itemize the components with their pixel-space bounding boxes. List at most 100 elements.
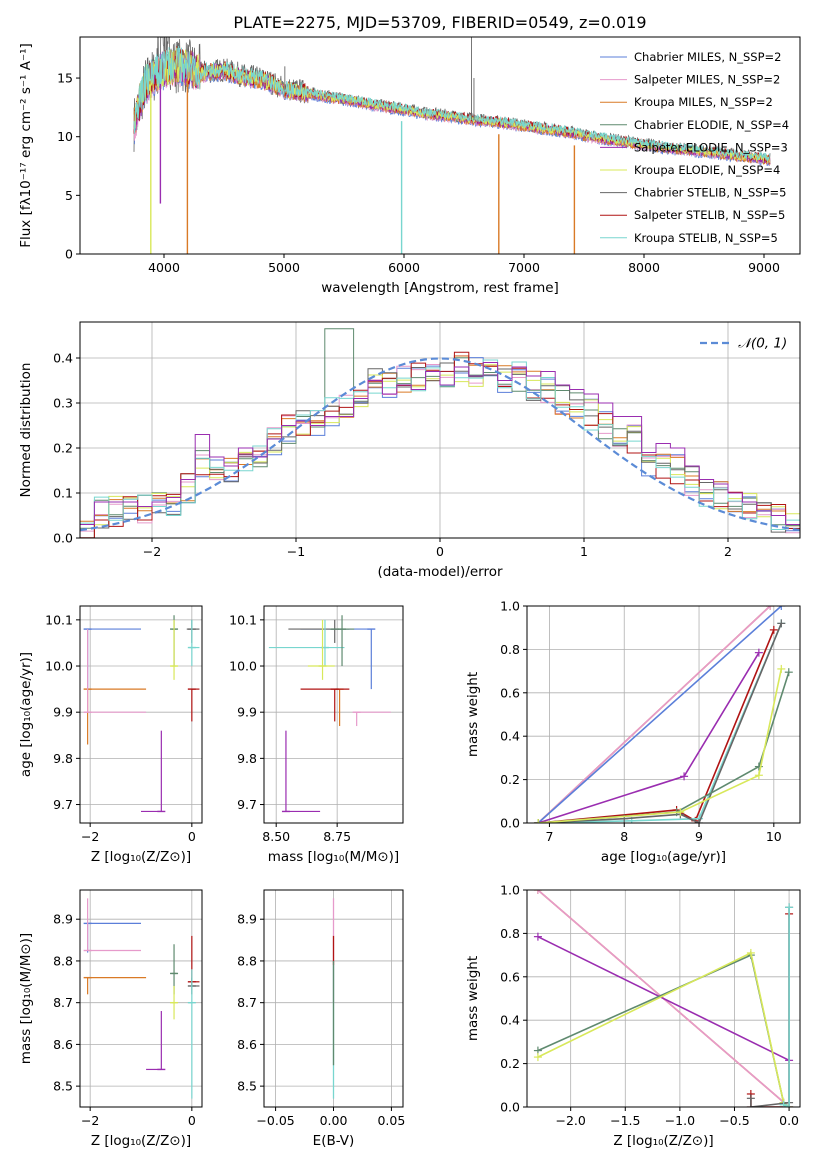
y-tick-label: 8.5 (53, 1079, 73, 1094)
y-axis-label: Flux [fλ10⁻¹⁷ erg cm⁻² s⁻¹ A⁻¹] (18, 43, 34, 248)
x-tick-label: 8000 (628, 260, 660, 275)
y-tick-label: 0.4 (53, 351, 73, 366)
weight-line-chabrier_stelib (538, 623, 783, 823)
x-tick-label: −2.0 (556, 1113, 586, 1128)
legend-entry-chabrier_miles: Chabrier MILES, N_SSP=2 (634, 50, 781, 64)
x-axis-label: E(B-V) (313, 1133, 355, 1149)
y-tick-label: 0 (65, 247, 73, 262)
y-tick-label: 8.9 (237, 912, 257, 927)
x-axis-label: mass [log₁₀(M/M⊙)] (268, 849, 399, 865)
x-tick-label: 7000 (508, 260, 540, 275)
y-axis-label: mass weight (465, 672, 481, 757)
mass-vs-z-plot-area (83, 898, 200, 1099)
spectrum-line-kroupa_stelib (133, 45, 771, 162)
y-tick-label: 9.7 (53, 797, 73, 812)
y-tick-label: 0.6 (500, 969, 520, 984)
residuals-plot-area (80, 328, 800, 538)
spectrum-legend: Chabrier MILES, N_SSP=2 Salpeter MILES, N… (600, 50, 789, 245)
histogram-salpeter_elodie (80, 362, 800, 525)
weight-vs-age-panel: 7 8 9 10 0.0 0.2 0.4 0.6 0.8 1.0 age [log₁₀(age/yr… (465, 599, 801, 865)
spectrum-plot-area (133, 37, 771, 254)
weight-line-chabrier_stelib (750, 907, 790, 1107)
x-tick-label: 0.0 (779, 1113, 799, 1128)
legend-entry-salpeter_elodie: Salpeter ELODIE, N_SSP=3 (634, 140, 788, 154)
mass-vs-z-panel: −2 0 8.5 8.6 8.7 8.8 8.9 Z [log₁₀(Z/Z⊙)] mass [l… (18, 889, 203, 1149)
y-tick-label: 0.1 (53, 486, 73, 501)
normal-curve (80, 357, 800, 532)
legend-entry-normal: 𝒩(0, 1) (738, 336, 787, 352)
y-tick-label: 0.2 (53, 441, 73, 456)
x-tick-label: 4000 (148, 260, 180, 275)
weight-line-kroupa_stelib (538, 623, 783, 823)
x-tick-label: −2 (81, 829, 99, 844)
legend-entry-kroupa_elodie: Kroupa ELODIE, N_SSP=4 (634, 163, 780, 177)
legend-entry-kroupa_stelib: Kroupa STELIB, N_SSP=5 (634, 231, 778, 245)
y-axis-label: age [log₁₀(age/yr)] (18, 652, 34, 777)
x-tick-label: 8 (620, 829, 628, 844)
x-tick-label: 6000 (388, 260, 420, 275)
y-tick-label: 1.0 (500, 883, 520, 898)
y-tick-label: 0.0 (500, 1100, 520, 1115)
y-tick-label: 8.7 (53, 995, 73, 1010)
legend-entry-salpeter_miles: Salpeter MILES, N_SSP=2 (634, 73, 780, 87)
weight-vs-z-panel: −2.0 −1.5 −1.0 −0.5 0.0 0.0 0.2 0.4 0.6 0.8 1.0 Z [… (465, 883, 801, 1149)
x-tick-label: 1 (580, 544, 588, 559)
y-tick-label: 0.2 (500, 1056, 520, 1071)
y-axis-label: mass weight (465, 956, 481, 1041)
x-tick-label: 0.00 (320, 1113, 348, 1128)
y-tick-label: 0.0 (500, 816, 520, 831)
x-axis-label: age [log₁₀(age/yr)] (601, 849, 726, 865)
x-tick-label: 0.05 (377, 1113, 405, 1128)
x-tick-label: 8.75 (323, 829, 351, 844)
x-tick-label: −0.5 (719, 1113, 749, 1128)
x-tick-label: −1.0 (665, 1113, 695, 1128)
x-axis-label: Z [log₁₀(Z/Z⊙)] (91, 1133, 191, 1149)
y-tick-label: 0.2 (500, 772, 520, 787)
axes-frame (526, 605, 801, 824)
spectrum-panel: 4000 5000 6000 7000 8000 9000 0 5 10 15 wavelength… (18, 36, 801, 296)
axes-frame (526, 889, 801, 1108)
y-tick-label: 0.4 (500, 1013, 520, 1028)
weight-line-kroupa_elodie (537, 951, 790, 1107)
histogram-chabrier_elodie (80, 328, 800, 529)
y-tick-label: 8.5 (237, 1079, 257, 1094)
y-tick-label: 5 (65, 188, 73, 203)
y-tick-label: 10 (57, 129, 73, 144)
weight-line-salpeter_elodie (537, 652, 760, 823)
weight-line-salpeter_elodie (537, 935, 790, 1062)
age-vs-z-plot-area (83, 615, 200, 813)
legend-entry-chabrier_stelib: Chabrier STELIB, N_SSP=5 (634, 186, 786, 200)
axes-frame (263, 605, 404, 824)
x-tick-label: 5000 (268, 260, 300, 275)
x-axis-label: (data-model)/error (377, 564, 503, 580)
age-vs-mass-plot-area (268, 615, 391, 813)
age-vs-mass-panel: 8.50 8.75 9.7 9.8 9.9 10.0 10.1 mass [log₁₀(M/M… (229, 605, 404, 865)
y-tick-label: 8.8 (237, 953, 257, 968)
y-tick-label: 10.0 (45, 659, 73, 674)
x-axis-label: wavelength [Angstrom, rest frame] (321, 280, 559, 296)
weight-line-kroupa_elodie (538, 668, 783, 823)
axes-frame (79, 889, 203, 1108)
residuals-panel: −2 −1 0 1 2 0.0 0.1 0.2 0.3 0.4 (data-model)/error… (18, 321, 801, 580)
legend-entry-salpeter_stelib: Salpeter STELIB, N_SSP=5 (634, 208, 785, 222)
mass-vs-ebv-panel: −0.05 0.00 0.05 8.5 8.6 8.7 8.8 8.9 E(B-V) (237, 889, 405, 1149)
legend-entry-kroupa_miles: Kroupa MILES, N_SSP=2 (634, 95, 773, 109)
y-tick-label: 8.8 (53, 953, 73, 968)
y-tick-label: 8.6 (53, 1037, 73, 1052)
y-tick-label: 8.6 (237, 1037, 257, 1052)
legend-entry-chabrier_elodie: Chabrier ELODIE, N_SSP=4 (634, 118, 789, 132)
x-tick-label: 9 (695, 829, 703, 844)
y-tick-label: 0.4 (500, 729, 520, 744)
figure-title: PLATE=2275, MJD=53709, FIBERID=0549, z=0… (233, 13, 646, 32)
x-tick-label: 0 (436, 544, 444, 559)
x-tick-label: 0 (188, 829, 196, 844)
y-axis-label: Normed distribution (18, 363, 34, 498)
residuals-legend: 𝒩(0, 1) (700, 336, 787, 352)
x-axis-label: Z [log₁₀(Z/Z⊙)] (91, 849, 191, 865)
y-tick-label: 10.1 (45, 612, 73, 627)
weight-line-salpeter_stelib (538, 629, 775, 823)
y-tick-label: 0.3 (53, 396, 73, 411)
x-tick-label: −0.05 (256, 1113, 294, 1128)
weight-vs-z-plot-area (533, 890, 794, 1107)
